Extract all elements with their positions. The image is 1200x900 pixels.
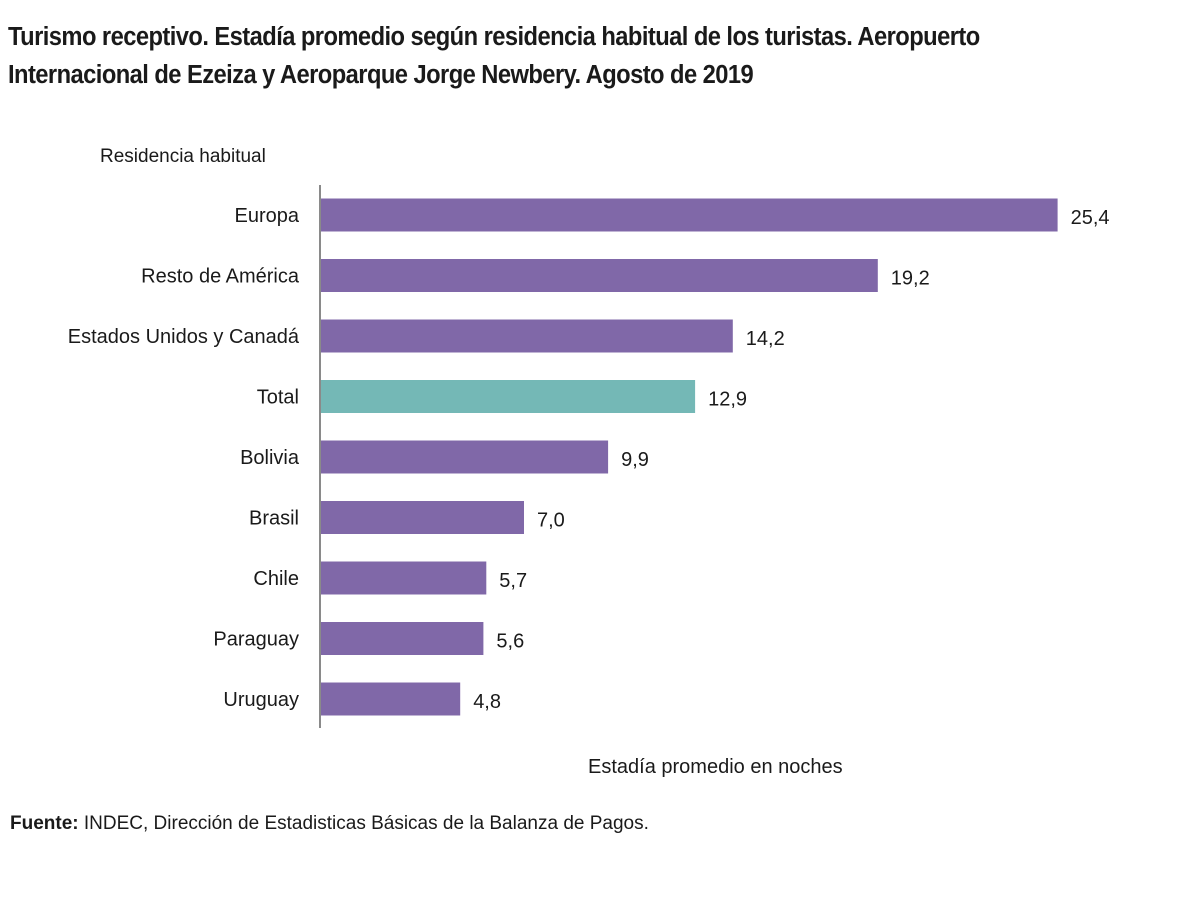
source-text: INDEC, Dirección de Estadisticas Básicas… [78,813,649,834]
category-label-estados-unidos-y-canada: Estados Unidos y Canadá [68,326,300,348]
bar-chile [321,561,487,595]
value-label-europa: 25,4 [1071,207,1110,229]
bar-paraguay [321,622,484,655]
x-axis-title: Estadía promedio en noches [588,756,843,778]
source-label: Fuente: [10,813,79,834]
category-label-europa: Europa [235,205,300,227]
chart-title: Turismo receptivo. Estadía promedio segú… [8,23,980,89]
category-label-resto-de-america: Resto de América [141,266,300,288]
value-label-resto-de-america: 19,2 [891,268,930,290]
value-label-bolivia: 9,9 [621,449,649,471]
category-label-brasil: Brasil [249,508,299,530]
bar-brasil [321,501,524,534]
bar-bolivia [321,440,609,474]
category-label-paraguay: Paraguay [213,629,299,651]
value-label-uruguay: 4,8 [473,691,501,713]
category-label-uruguay: Uruguay [223,689,299,711]
y-axis-title: Residencia habitual [100,146,266,167]
bar-europa [321,198,1058,232]
category-label-total: Total [257,387,299,409]
category-label-bolivia: Bolivia [240,447,300,469]
value-label-estados-unidos-y-canada: 14,2 [746,328,785,350]
bars-group: Europa 25,4 Resto de América 19,2 Estados Un… [68,198,1110,716]
bar-estados-unidos-y-canada [321,319,733,353]
value-label-total: 12,9 [708,389,747,411]
bar-resto-de-america [321,259,878,292]
value-label-chile: 5,7 [499,570,527,592]
value-label-paraguay: 5,6 [496,631,524,653]
value-label-brasil: 7,0 [537,510,565,532]
source-note: Fuente: INDEC, Dirección de Estadisticas… [10,813,649,835]
bar-total [321,380,696,413]
bar-uruguay [321,682,461,716]
category-label-chile: Chile [253,568,299,590]
